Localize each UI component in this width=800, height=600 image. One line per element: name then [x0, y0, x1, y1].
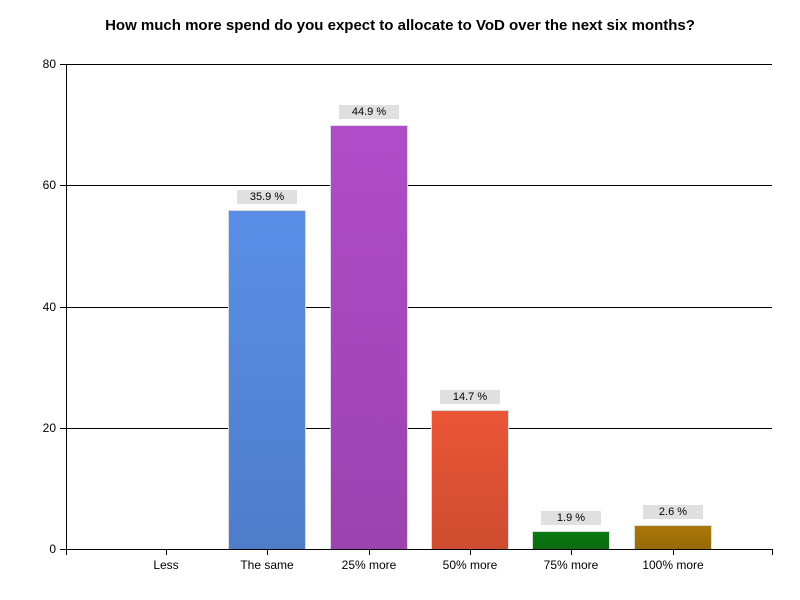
bar — [431, 410, 509, 549]
data-label: 1.9 % — [541, 511, 601, 525]
x-tick — [673, 549, 674, 555]
x-tick — [772, 549, 773, 555]
gridline — [60, 549, 772, 550]
x-tick-label: 25% more — [341, 558, 397, 572]
bar — [330, 125, 408, 549]
chart-title: How much more spend do you expect to all… — [105, 17, 695, 34]
x-tick-label: 50% more — [442, 558, 498, 572]
y-tick-label: 40 — [42, 300, 56, 314]
x-tick — [571, 549, 572, 555]
y-tick-label: 80 — [42, 57, 56, 71]
x-tick — [470, 549, 471, 555]
y-tick-label: 0 — [49, 542, 56, 556]
x-tick — [267, 549, 268, 555]
x-tick-label: Less — [153, 558, 179, 572]
data-label: 35.9 % — [237, 190, 297, 204]
x-tick — [369, 549, 370, 555]
y-tick-label: 20 — [42, 421, 56, 435]
x-tick-label: The same — [240, 558, 294, 572]
bar — [532, 531, 610, 549]
x-tick — [166, 549, 167, 555]
gridline — [60, 428, 772, 429]
gridline — [60, 185, 772, 186]
data-label: 14.7 % — [440, 390, 500, 404]
bar — [228, 210, 306, 549]
bar — [634, 525, 712, 549]
data-label: 2.6 % — [643, 505, 703, 519]
gridline — [60, 307, 772, 308]
x-tick-label: 75% more — [543, 558, 599, 572]
gridline — [60, 64, 772, 65]
y-axis — [66, 64, 67, 555]
data-label: 44.9 % — [339, 105, 399, 119]
y-tick-label: 60 — [42, 178, 56, 192]
x-tick-label: 100% more — [642, 558, 704, 572]
